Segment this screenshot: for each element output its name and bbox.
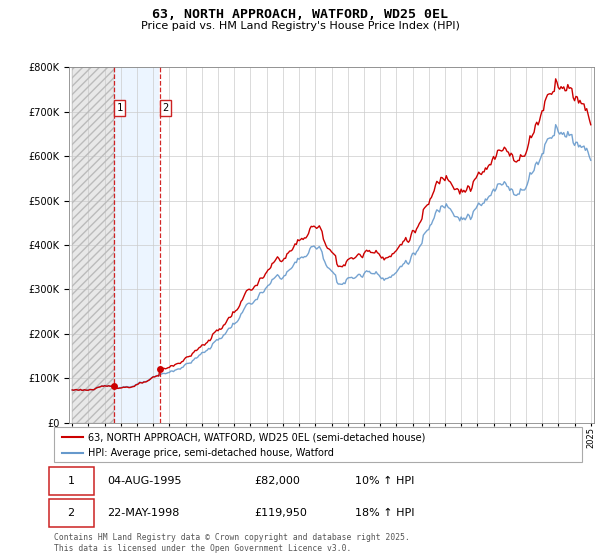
Text: Price paid vs. HM Land Registry's House Price Index (HPI): Price paid vs. HM Land Registry's House …	[140, 21, 460, 31]
Text: 18% ↑ HPI: 18% ↑ HPI	[355, 508, 415, 518]
Text: 2: 2	[68, 508, 75, 518]
Text: 63, NORTH APPROACH, WATFORD, WD25 0EL (semi-detached house): 63, NORTH APPROACH, WATFORD, WD25 0EL (s…	[88, 432, 425, 442]
Text: 22-MAY-1998: 22-MAY-1998	[107, 508, 179, 518]
FancyBboxPatch shape	[49, 499, 94, 528]
Text: Contains HM Land Registry data © Crown copyright and database right 2025.
This d: Contains HM Land Registry data © Crown c…	[54, 533, 410, 553]
Bar	[72, 67, 114, 423]
Text: £119,950: £119,950	[254, 508, 308, 518]
Text: 2: 2	[163, 103, 169, 113]
FancyBboxPatch shape	[49, 466, 94, 495]
Text: 1: 1	[116, 103, 123, 113]
Text: 1: 1	[68, 475, 74, 486]
Text: 04-AUG-1995: 04-AUG-1995	[107, 475, 181, 486]
Text: HPI: Average price, semi-detached house, Watford: HPI: Average price, semi-detached house,…	[88, 449, 334, 458]
Text: £82,000: £82,000	[254, 475, 301, 486]
Bar	[114, 67, 160, 423]
Text: 10% ↑ HPI: 10% ↑ HPI	[355, 475, 415, 486]
Text: 63, NORTH APPROACH, WATFORD, WD25 0EL: 63, NORTH APPROACH, WATFORD, WD25 0EL	[152, 8, 448, 21]
Bar	[72, 67, 114, 423]
